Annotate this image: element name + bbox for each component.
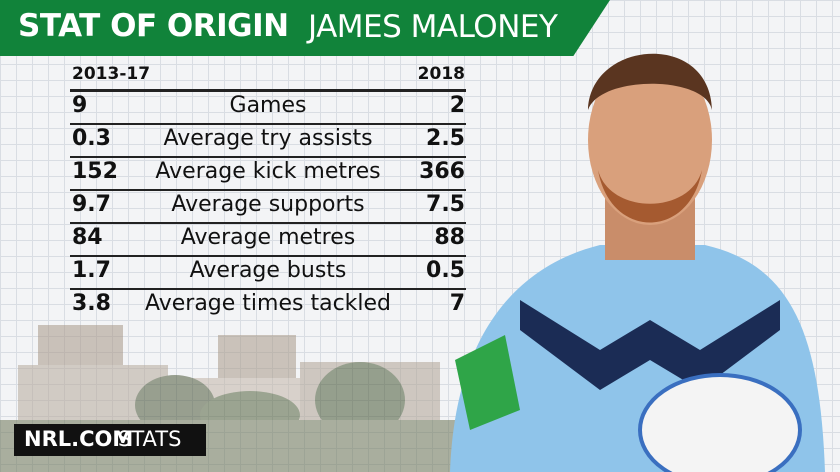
row-rule <box>70 156 466 158</box>
value-2018: 7.5 <box>426 192 465 217</box>
player-photo <box>450 53 825 472</box>
row-rule <box>70 123 466 125</box>
header-rule <box>70 89 466 92</box>
title: STAT OF ORIGIN <box>18 8 289 44</box>
value-2013-17: 84 <box>72 225 103 250</box>
row-rule <box>70 288 466 290</box>
footer-label: STATS <box>118 427 182 451</box>
player-name: JAMES MALONEY <box>308 9 558 45</box>
stat-label: Average kick metres <box>155 159 381 184</box>
stat-label: Average times tackled <box>144 291 392 316</box>
row-rule <box>70 189 466 191</box>
footer-box <box>14 424 206 456</box>
column-header: 2018 <box>417 64 465 84</box>
column-header: 2013-17 <box>72 64 151 84</box>
stat-label: Games <box>229 93 307 118</box>
value-2013-17: 0.3 <box>72 126 111 151</box>
value-2013-17: 9 <box>72 93 88 118</box>
value-2013-17: 9.7 <box>72 192 111 217</box>
footer-brand: NRL.COM <box>24 427 134 451</box>
value-2013-17: 3.8 <box>72 291 111 316</box>
value-2018: 366 <box>419 159 465 184</box>
title-banner <box>0 0 610 56</box>
stat-label: Average supports <box>171 192 365 217</box>
row-rule <box>70 222 466 224</box>
value-2018: 88 <box>434 225 465 250</box>
value-2018: 7 <box>449 291 465 316</box>
stat-label: Average try assists <box>163 126 373 151</box>
value-2018: 0.5 <box>426 258 465 283</box>
row-rule <box>70 255 466 257</box>
stat-label: Average metres <box>180 225 356 250</box>
stat-label: Average busts <box>189 258 347 283</box>
value-2018: 2 <box>449 93 465 118</box>
value-2013-17: 152 <box>72 159 118 184</box>
value-2013-17: 1.7 <box>72 258 111 283</box>
value-2018: 2.5 <box>426 126 465 151</box>
